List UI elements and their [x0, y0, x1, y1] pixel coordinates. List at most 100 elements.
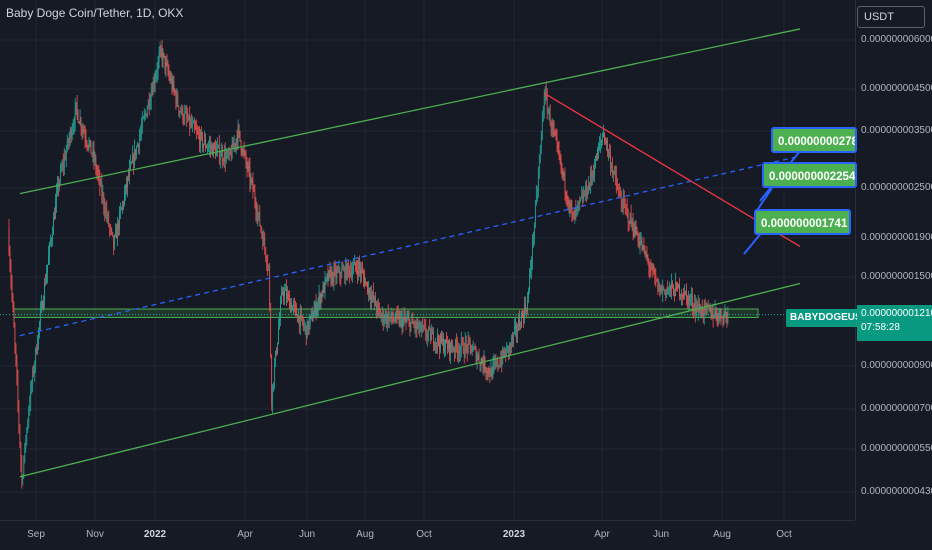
candle-body: [117, 223, 118, 239]
candle-body: [292, 306, 293, 311]
candle-body: [337, 271, 339, 272]
candle-body: [633, 231, 635, 237]
candle-body: [388, 316, 390, 324]
candle-body: [583, 193, 585, 202]
candle-body: [643, 245, 645, 247]
candle-body: [637, 235, 639, 243]
candle-body: [680, 296, 681, 297]
candle-body: [151, 92, 153, 95]
currency-selector[interactable]: USDT: [857, 6, 925, 28]
candle-body: [174, 89, 176, 94]
candle-body: [615, 175, 617, 185]
candle-body: [498, 365, 500, 367]
candle-body: [502, 349, 504, 364]
candle-body: [298, 315, 299, 322]
candle-body: [181, 107, 183, 113]
candle-body: [387, 313, 389, 324]
candle-body: [179, 111, 181, 113]
channel-mid-line: [19, 155, 801, 337]
candle-body: [519, 319, 520, 327]
candle-body: [144, 113, 146, 115]
candle-body: [652, 265, 654, 269]
candle-body: [472, 347, 474, 352]
candle-body: [220, 150, 222, 157]
candle-body: [554, 131, 556, 136]
candle-body: [333, 268, 335, 283]
candle-body: [606, 140, 607, 143]
candle-body: [678, 284, 679, 289]
candle-body: [77, 110, 79, 123]
candle-body: [523, 314, 524, 320]
candle-body: [278, 328, 279, 343]
candle-body: [617, 190, 619, 192]
candle-body: [42, 302, 43, 309]
candle-body: [16, 361, 18, 379]
candle-body: [564, 173, 566, 192]
candle-body: [447, 343, 448, 350]
candle-body: [603, 132, 604, 138]
candle-body: [177, 94, 179, 106]
candle-body: [458, 350, 460, 354]
candle-body: [551, 123, 553, 129]
candle-body: [428, 327, 430, 333]
candle-body: [168, 72, 170, 76]
candle-body: [594, 167, 595, 176]
price-label-3[interactable]: 0.000000001741: [754, 209, 851, 235]
candle-body: [20, 444, 22, 463]
candle-body: [399, 317, 401, 325]
candle-body: [124, 193, 125, 204]
candle-body: [702, 314, 704, 316]
candle-body: [214, 143, 215, 148]
candle-body: [572, 211, 574, 215]
candle-body: [725, 312, 727, 314]
y-tick-label: 0.000000001500: [861, 271, 932, 282]
candle-body: [202, 134, 203, 148]
candle-body: [622, 198, 624, 210]
candle-body: [224, 151, 226, 162]
candle-body: [194, 122, 195, 128]
candle-body: [31, 384, 33, 388]
x-tick-label: Nov: [86, 529, 104, 540]
candle-body: [364, 277, 365, 286]
candle-body: [584, 193, 586, 196]
candle-body: [684, 290, 685, 298]
candle-body: [383, 320, 385, 323]
candle-body: [581, 195, 583, 198]
candle-body: [695, 303, 696, 313]
candle-body: [484, 357, 486, 371]
candle-body: [102, 194, 104, 197]
x-tick-label: Aug: [713, 529, 731, 540]
candle-body: [237, 126, 239, 143]
candle-body: [691, 296, 692, 300]
price-label-2[interactable]: 0.000000002254: [762, 162, 857, 188]
candle-body: [68, 137, 70, 144]
candle-body: [90, 140, 92, 154]
candle-body: [134, 149, 135, 166]
candle-body: [448, 340, 449, 350]
candle-body: [421, 324, 423, 330]
x-tick-label: Aug: [356, 529, 374, 540]
candle-body: [74, 107, 76, 125]
candle-body: [485, 370, 487, 372]
candle-body: [87, 145, 89, 148]
candle-body: [560, 157, 562, 168]
price-label-1[interactable]: 0.000000002781: [771, 127, 857, 153]
candle-body: [330, 271, 332, 283]
candle-body: [390, 312, 392, 318]
candle-body: [516, 325, 517, 333]
candle-body: [242, 149, 244, 154]
candle-body: [435, 342, 436, 347]
candle-body: [228, 151, 230, 156]
candle-body: [252, 180, 254, 192]
candle-body: [450, 342, 451, 355]
candle-body: [709, 307, 711, 311]
candle-body: [277, 342, 278, 354]
candle-body: [297, 315, 298, 322]
candle-body: [73, 124, 75, 126]
candle-body: [724, 312, 726, 315]
candle-body: [138, 144, 139, 148]
candle-body: [653, 268, 655, 274]
candle-body: [489, 373, 491, 377]
candle-body: [592, 174, 593, 178]
